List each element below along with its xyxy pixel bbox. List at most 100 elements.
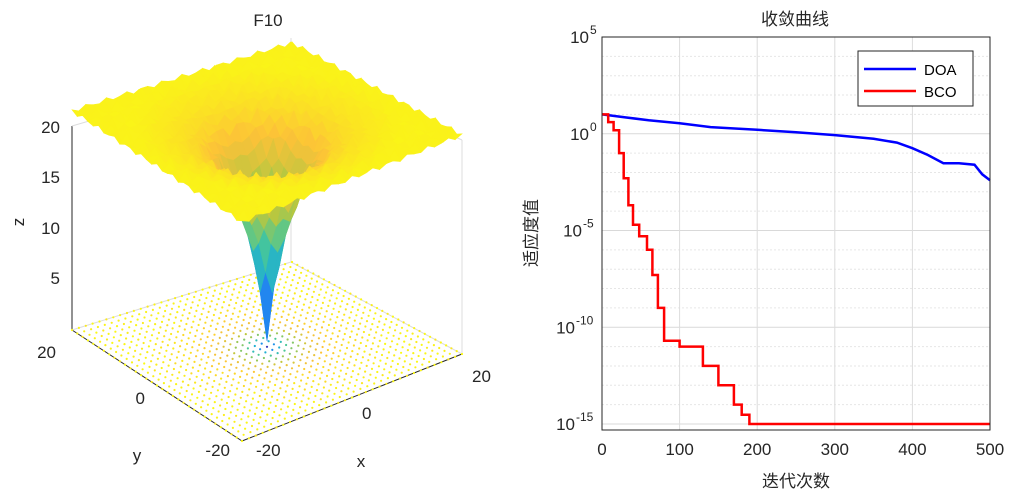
contour-point (193, 315, 196, 318)
contour-point (443, 349, 446, 352)
contour-point (260, 410, 264, 413)
contour-point (410, 357, 413, 360)
contour-point (247, 415, 250, 418)
contour-point (259, 303, 262, 306)
contour-point (342, 338, 345, 341)
contour-point (190, 326, 193, 329)
contour-point (205, 316, 209, 319)
contour-point (194, 402, 197, 405)
contour-point (169, 358, 172, 361)
contour-point (423, 332, 426, 335)
surface-title: F10 (253, 11, 282, 30)
contour-point (344, 308, 347, 311)
contour-point (114, 330, 117, 333)
contour-point (290, 347, 293, 350)
contour-point (212, 294, 215, 297)
contour-point (346, 366, 349, 370)
y-tick-label: 10 5 (570, 23, 597, 47)
contour-point (330, 294, 333, 297)
contour-point (201, 400, 204, 403)
contour-point (276, 288, 279, 291)
contour-point (226, 375, 229, 378)
contour-point (283, 286, 286, 289)
contour-point (287, 313, 290, 316)
contour-point (251, 397, 254, 400)
contour-point (265, 392, 268, 395)
contour-point (271, 304, 274, 307)
contour-point (300, 379, 303, 382)
contour-point (305, 403, 309, 406)
contour-point (287, 358, 290, 361)
contour-point (241, 280, 244, 284)
contour-point (247, 367, 250, 370)
contour-point (279, 278, 282, 281)
series-line-bco (602, 113, 990, 426)
contour-point (165, 370, 169, 373)
contour-point (255, 406, 258, 409)
contour-point (196, 349, 199, 352)
contour-point (301, 266, 304, 269)
contour-point (293, 382, 296, 385)
contour-point (235, 321, 238, 324)
contour-point (332, 372, 335, 375)
contour-point (208, 350, 211, 353)
contour-point (235, 387, 239, 390)
contour-point (220, 351, 224, 354)
contour-point (160, 366, 163, 370)
contour-point (344, 289, 347, 292)
contour-point (340, 300, 344, 303)
contour-point (365, 320, 369, 323)
contour-point (270, 329, 273, 332)
contour-point (261, 317, 264, 320)
contour-point (196, 396, 199, 399)
contour-point (295, 305, 299, 308)
contour-point (354, 338, 357, 342)
contour-point (254, 434, 257, 437)
contour-point (410, 338, 413, 341)
contour-point (328, 343, 331, 346)
contour-point (374, 312, 377, 315)
contour-point (133, 329, 136, 332)
contour-point (224, 407, 227, 411)
contour-point (297, 344, 300, 347)
contour-point (190, 372, 193, 375)
contour-point (202, 327, 205, 330)
contour-point (448, 352, 451, 355)
contour-point (276, 420, 279, 423)
contour-point (203, 347, 206, 350)
contour-point (259, 368, 262, 371)
contour-point (140, 327, 143, 330)
contour-point (102, 329, 105, 332)
contour-point (364, 391, 367, 394)
contour-point (193, 408, 196, 411)
contour-point (338, 286, 341, 289)
contour-point (347, 387, 350, 390)
contour-point (234, 393, 237, 396)
contour-point (216, 389, 219, 392)
contour-point (266, 365, 269, 368)
contour-point (179, 300, 182, 303)
contour-point (292, 316, 295, 319)
contour-point (391, 315, 394, 318)
contour-point (316, 410, 319, 413)
contour-point (153, 348, 156, 351)
contour-point (132, 355, 135, 358)
contour-point (267, 407, 270, 410)
contour-point (327, 369, 330, 372)
contour-point (366, 339, 369, 342)
contour-point (91, 322, 94, 325)
x-tick-label: 200 (743, 440, 771, 459)
contour-point (225, 314, 228, 317)
contour-point (405, 354, 408, 357)
contour-point (191, 301, 194, 304)
contour-point (356, 353, 359, 356)
z-axis-label: z (9, 218, 28, 227)
contour-point (249, 273, 252, 276)
z-tick-label: 5 (51, 269, 60, 288)
contour-point (281, 355, 284, 358)
contour-point (323, 340, 326, 343)
contour-point (291, 341, 294, 344)
contour-point (175, 383, 178, 386)
contour-point (214, 308, 217, 311)
contour-point (225, 380, 228, 383)
